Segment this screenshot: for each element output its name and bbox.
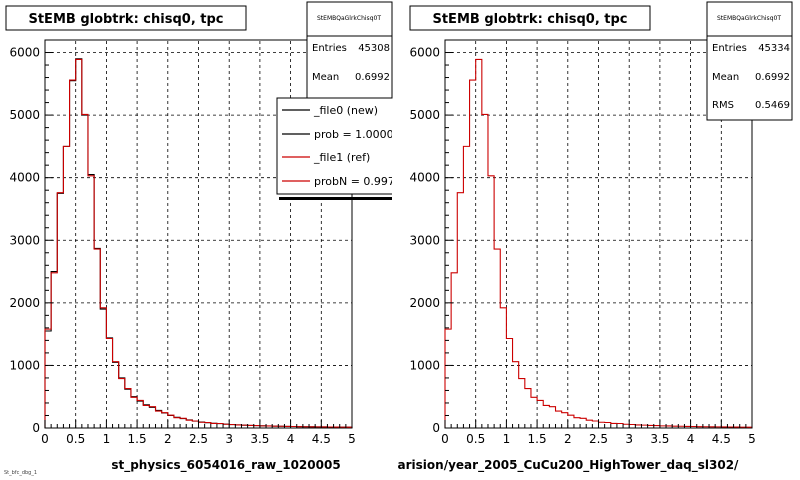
x-tick-label: 1 (503, 432, 511, 446)
x-tick-label: 3 (625, 432, 633, 446)
panel-left-legend: _file0 (new) prob = 1.000000 _file1 (ref… (276, 97, 409, 200)
y-tick-label: 1000 (9, 358, 40, 372)
footer-text: St_bfc_dbg_1 (4, 470, 37, 476)
panel-right-stats-mean-label: Mean (712, 72, 739, 83)
panel-right-stats-entries-label: Entries (712, 43, 747, 54)
panel-left-grid (45, 40, 352, 428)
panel-right-axis-ticks: 0 0.5 1 1.5 2 2.5 3 3.5 4 4.5 5 0 1000 2000 3000 4000 50… (409, 46, 755, 446)
y-tick-label: 6000 (409, 46, 440, 60)
panel-right-stats-entries-value: 45334 (758, 43, 790, 54)
panel-right-x-axis-label: arision/year_2005_CuCu200_HighTower_daq_… (398, 458, 740, 473)
panel-left-x-axis-label: st_physics_6054016_raw_1020005 (111, 458, 340, 473)
x-tick-label: 2.5 (589, 432, 608, 446)
panel-right-title-box (409, 5, 651, 31)
panel-left-stats-mean-label: Mean (312, 72, 339, 83)
panel-left-title-box (5, 5, 247, 31)
legend-item-file1: _file1 (ref) (313, 151, 370, 164)
y-tick-label: 5000 (409, 108, 440, 122)
x-tick-label: 1.5 (128, 432, 147, 446)
y-tick-label: 4000 (9, 171, 40, 185)
panel-left-stats-entries-value: 45308 (358, 43, 390, 54)
panel-right-grid (445, 40, 752, 428)
x-tick-label: 0.5 (466, 432, 485, 446)
x-tick-label: 0 (441, 432, 449, 446)
x-tick-label: 4.5 (712, 432, 731, 446)
x-tick-label: 2 (164, 432, 172, 446)
panel-left-stats-box (306, 1, 393, 99)
legend-item-prob: prob = 1.000000 (314, 128, 408, 141)
panel-left-stats-entries-label: Entries (312, 43, 347, 54)
panel-right-stats-rms-value: 0.5469 (755, 100, 790, 111)
y-tick-label: 3000 (9, 233, 40, 247)
x-tick-label: 4.5 (312, 432, 331, 446)
x-tick-label: 2.5 (189, 432, 208, 446)
y-tick-label: 4000 (409, 171, 440, 185)
panel-right-stats-box (706, 1, 793, 121)
x-tick-label: 3.5 (250, 432, 269, 446)
panel-left-axis-ticks: 0 0.5 1 1.5 2 2.5 3 3.5 4 4.5 5 0 1000 2000 3000 4000 50… (9, 46, 355, 446)
x-tick-label: 5 (348, 432, 356, 446)
legend-shadow (279, 197, 392, 200)
legend-item-file0: _file0 (new) (313, 104, 378, 117)
panel-right-stats-mean-value: 0.6992 (755, 72, 790, 83)
legend-item-probn: probN = 0.99757 (314, 175, 409, 188)
x-tick-label: 2 (564, 432, 572, 446)
x-tick-label: 3.5 (650, 432, 669, 446)
y-tick-label: 2000 (9, 296, 40, 310)
x-tick-label: 0.5 (66, 432, 85, 446)
y-tick-label: 5000 (9, 108, 40, 122)
y-tick-label: 6000 (9, 46, 40, 60)
y-tick-label: 0 (432, 421, 440, 435)
x-tick-label: 4 (687, 432, 695, 446)
y-tick-label: 2000 (409, 296, 440, 310)
panel-right: StEMB globtrk: chisq0, tpc 0 0.5 1 1.5 2 2.5 3… (398, 1, 793, 473)
y-tick-label: 0 (32, 421, 40, 435)
x-tick-label: 5 (748, 432, 756, 446)
panel-left-stats-title: StEMBQaGlrkChisq0T (317, 15, 381, 22)
panel-right-title: StEMB globtrk: chisq0, tpc (432, 12, 627, 27)
x-tick-label: 1.5 (528, 432, 547, 446)
panel-left: StEMB globtrk: chisq0, tpc 0 0.5 1 1.5 2 2.5 3… (5, 1, 409, 473)
panel-left-title: StEMB globtrk: chisq0, tpc (28, 12, 223, 27)
x-tick-label: 1 (103, 432, 111, 446)
panel-right-stats-title: StEMBQaGlrkChisq0T (717, 15, 781, 22)
y-tick-label: 1000 (409, 358, 440, 372)
x-tick-label: 3 (225, 432, 233, 446)
panel-right-stats-rms-label: RMS (712, 100, 734, 111)
legend-box (276, 97, 392, 195)
x-tick-label: 0 (41, 432, 49, 446)
x-tick-label: 4 (287, 432, 295, 446)
panel-left-stats-mean-value: 0.6992 (355, 72, 390, 83)
y-tick-label: 3000 (409, 233, 440, 247)
